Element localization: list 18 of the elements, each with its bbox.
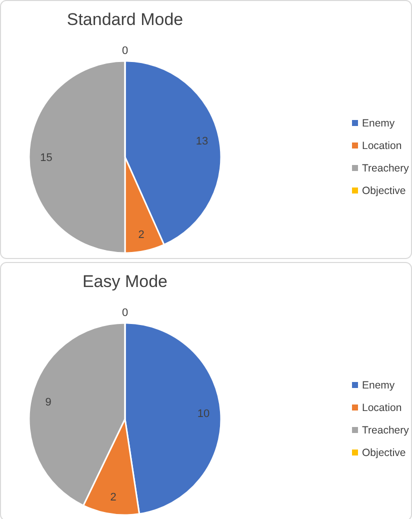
- data-label: 9: [45, 396, 52, 408]
- legend-label: Enemy: [362, 118, 396, 130]
- legend-label: Objective: [362, 447, 406, 460]
- data-label: 10: [197, 408, 210, 420]
- legend-label: Objective: [362, 185, 406, 198]
- legend-label: Location: [362, 140, 402, 152]
- data-label: 2: [110, 492, 116, 504]
- chart-title: Easy Mode: [82, 272, 168, 291]
- legend-label: Enemy: [362, 380, 396, 392]
- data-label: 15: [40, 152, 52, 164]
- chart-title: Standard Mode: [66, 10, 184, 29]
- data-label: 2: [138, 228, 144, 241]
- legend-label: Treachery: [362, 424, 410, 437]
- text: 0: [122, 44, 128, 57]
- data-label: 13: [196, 135, 208, 148]
- legend-label: Location: [362, 402, 402, 414]
- text: 0: [122, 306, 128, 319]
- legend-label: Treachery: [362, 162, 410, 175]
